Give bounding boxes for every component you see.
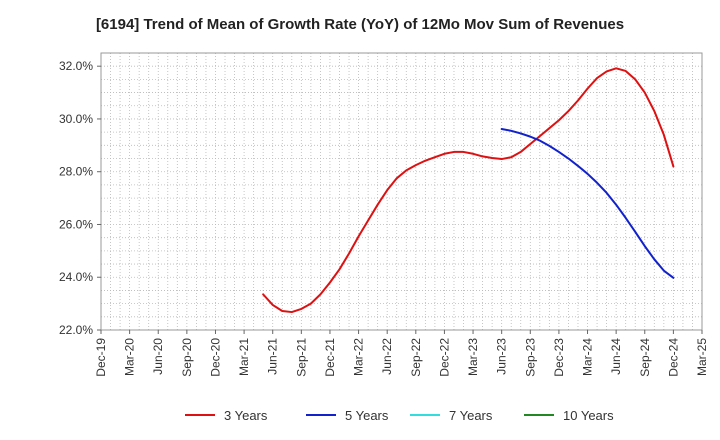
- x-tick-label: Mar-25: [695, 338, 709, 376]
- x-tick-label: Dec-23: [552, 338, 566, 377]
- x-tick-label: Jun-20: [151, 338, 165, 375]
- x-axis: Dec-19 Mar-20 Jun-20 Sep-20 Dec-20 Mar-21 Jun-…: [94, 330, 709, 377]
- x-tick-label: Sep-24: [638, 338, 652, 377]
- x-tick-label: Sep-22: [409, 338, 423, 377]
- x-tick-label: Dec-19: [94, 338, 108, 377]
- x-tick-label: Sep-21: [294, 338, 308, 377]
- x-tick-label: Mar-20: [123, 338, 137, 376]
- y-tick-label: 30.0%: [59, 112, 93, 126]
- x-tick-label: Jun-24: [609, 338, 623, 375]
- chart-title: [6194] Trend of Mean of Growth Rate (YoY…: [96, 16, 624, 33]
- legend-label-5-years: 5 Years: [345, 408, 389, 423]
- x-tick-label: Mar-23: [466, 338, 480, 376]
- x-tick-label: Jun-21: [266, 338, 280, 375]
- legend-label-10-years: 10 Years: [563, 408, 614, 423]
- y-tick-label: 22.0%: [59, 323, 93, 337]
- x-tick-label: Jun-22: [380, 338, 394, 375]
- plot-frame: [100, 52, 703, 331]
- legend: 3 Years 5 Years 7 Years 10 Years: [185, 408, 614, 423]
- x-tick-label: Mar-21: [237, 338, 251, 376]
- y-tick-label: 24.0%: [59, 270, 93, 284]
- series-layer: [262, 67, 675, 314]
- x-tick-label: Jun-23: [495, 338, 509, 375]
- series-line-5-years: [500, 127, 675, 279]
- legend-label-3-years: 3 Years: [224, 408, 268, 423]
- series-line-3-years: [262, 67, 675, 314]
- legend-label-7-years: 7 Years: [449, 408, 493, 423]
- y-tick-label: 28.0%: [59, 165, 93, 179]
- x-tick-label: Mar-22: [352, 338, 366, 376]
- grid-layer: [101, 53, 702, 330]
- y-tick-label: 26.0%: [59, 217, 93, 231]
- x-tick-label: Sep-23: [523, 338, 537, 377]
- y-axis: 22.0% 24.0% 26.0% 28.0% 30.0% 32.0%: [59, 59, 101, 337]
- x-tick-label: Dec-20: [208, 338, 222, 377]
- x-tick-label: Sep-20: [180, 338, 194, 377]
- x-tick-label: Dec-24: [666, 338, 680, 377]
- x-tick-label: Dec-22: [437, 338, 451, 377]
- x-tick-label: Dec-21: [323, 338, 337, 377]
- x-tick-label: Mar-24: [581, 338, 595, 376]
- y-tick-label: 32.0%: [59, 59, 93, 73]
